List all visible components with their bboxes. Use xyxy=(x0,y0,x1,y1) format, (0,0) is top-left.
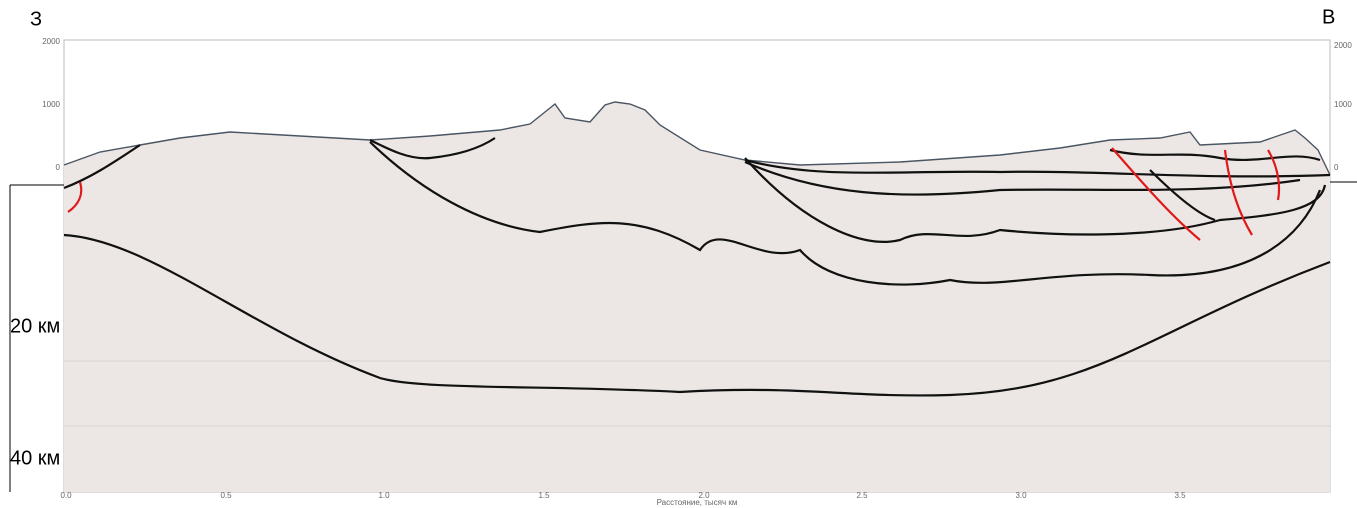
west-label: З xyxy=(30,8,42,30)
x-tick-label: 3.5 xyxy=(1174,491,1186,500)
x-tick-label: 0.0 xyxy=(60,491,72,500)
x-tick-label: 3.0 xyxy=(1015,491,1027,500)
east-label: В xyxy=(1322,6,1335,28)
left-elevation-tick: 0 xyxy=(56,163,61,172)
moho-boundary xyxy=(63,233,1331,397)
basin-boundary xyxy=(369,137,496,160)
x-axis: 0.0 0.5 1.0 1.5 2.0 2.5 3.0 3.5 xyxy=(60,491,1186,500)
fault xyxy=(1111,147,1201,241)
fault xyxy=(67,181,83,213)
terrain-line xyxy=(63,101,1331,176)
x-tick-label: 2.5 xyxy=(856,491,868,500)
layer-boundary xyxy=(1109,148,1321,162)
left-elevation-tick: 2000 xyxy=(42,37,60,46)
right-elevation-tick: 1000 xyxy=(1334,100,1352,109)
fault xyxy=(1223,149,1253,236)
fault xyxy=(1267,149,1281,201)
x-tick-label: 1.5 xyxy=(538,491,550,500)
right-elevation-tick: 2000 xyxy=(1334,41,1352,50)
layer-boundary xyxy=(1149,169,1216,222)
x-axis-label: Расстояние, тысяч км xyxy=(657,498,738,507)
layer-boundary xyxy=(744,160,1301,196)
x-tick-label: 1.0 xyxy=(378,491,390,500)
basin-boundary xyxy=(63,144,141,190)
layer-boundary xyxy=(369,141,1322,286)
x-tick-label: 0.5 xyxy=(220,491,232,500)
crust-fill xyxy=(64,102,1330,492)
layer-boundary xyxy=(744,157,1327,243)
x-tick-label: 2.0 xyxy=(698,491,710,500)
right-elevation-tick: 0 xyxy=(1334,163,1339,172)
left-elevation-tick: 1000 xyxy=(42,100,60,109)
depth-label: 20 км xyxy=(10,315,60,337)
layer-boundary xyxy=(744,158,1331,178)
depth-label: 40 км xyxy=(10,447,60,469)
